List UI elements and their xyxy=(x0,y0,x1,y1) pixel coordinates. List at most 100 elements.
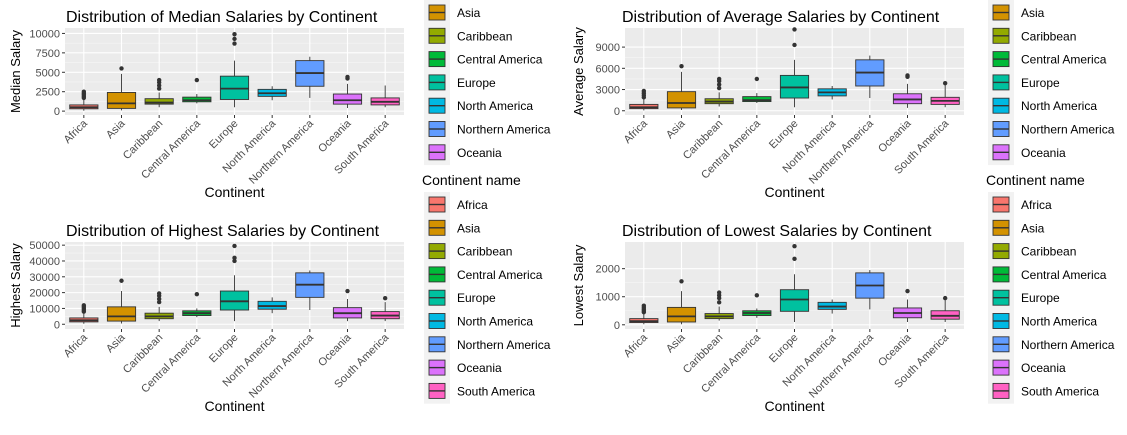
y-tick-label: 9000 xyxy=(596,42,620,54)
x-tick-label: Europe xyxy=(767,118,801,152)
outlier-point xyxy=(194,292,200,297)
outlier-point xyxy=(754,293,760,298)
x-tick-label: Northern America xyxy=(247,117,317,187)
legend-label: Europe xyxy=(1021,291,1060,305)
box-north-america xyxy=(817,86,847,100)
box-iqr xyxy=(666,306,697,323)
outlier-point xyxy=(641,303,647,308)
outlier-point xyxy=(232,243,237,249)
box-iqr xyxy=(144,98,174,105)
legend-label: Caribbean xyxy=(1021,245,1076,259)
box-caribbean xyxy=(144,291,174,322)
x-axis-title: Continent xyxy=(205,398,265,414)
y-tick-label: 0 xyxy=(54,106,60,118)
box-asia xyxy=(666,279,697,325)
legend-label: Asia xyxy=(457,221,481,235)
outlier-point xyxy=(232,255,237,261)
y-axis-title: Highest Salary xyxy=(8,243,23,328)
x-axis-title: Continent xyxy=(765,184,825,200)
outlier-point xyxy=(716,82,722,87)
y-tick-label: 0 xyxy=(54,319,60,331)
legend-label: Africa xyxy=(1021,198,1052,212)
legend-label: Northern America xyxy=(457,123,551,137)
outlier-point xyxy=(905,288,910,294)
box-africa xyxy=(629,88,659,111)
x-tick-label: Northern America xyxy=(807,331,877,401)
y-tick-label: 7500 xyxy=(36,48,60,60)
y-tick-label: 0 xyxy=(614,106,620,118)
y-tick-label: 1000 xyxy=(596,292,620,304)
outlier-point xyxy=(754,76,760,82)
y-axis-title: Median Salary xyxy=(8,29,23,113)
chart-panel-4: 0 1000 2000 Africa Asia Caribbean Central Amer… xyxy=(571,172,1115,414)
outlier-point xyxy=(156,299,162,305)
box-asia xyxy=(106,66,137,111)
y-tick-label: 2500 xyxy=(36,87,60,99)
x-tick-label: Africa xyxy=(622,331,651,360)
outlier-point xyxy=(792,27,797,32)
y-tick-label: 0 xyxy=(614,320,620,332)
box-north-america xyxy=(257,86,287,101)
outlier-point xyxy=(716,290,722,295)
box-iqr xyxy=(779,289,810,312)
outlier-point xyxy=(119,66,124,71)
box-africa xyxy=(629,303,659,325)
box-oceania xyxy=(332,74,363,109)
legend: Continent name Africa Asia Caribbean Central… xyxy=(422,172,551,404)
box-iqr xyxy=(332,93,363,105)
outlier-point xyxy=(194,77,200,83)
box-northern-america xyxy=(855,55,885,99)
legend-label: Northern America xyxy=(1021,123,1115,137)
box-central-america xyxy=(742,76,772,103)
x-tick-label: Northern America xyxy=(807,117,877,187)
outlier-point xyxy=(792,244,797,249)
legend-label: Central America xyxy=(1021,53,1107,67)
box-oceania xyxy=(892,73,923,108)
box-africa xyxy=(69,89,99,111)
legend-label: Caribbean xyxy=(457,245,512,259)
x-tick-label: Asia xyxy=(104,331,128,355)
legend-title: Continent name xyxy=(422,172,521,188)
y-tick-label: 50000 xyxy=(29,240,60,252)
outlier-point xyxy=(905,73,910,78)
outlier-point xyxy=(232,36,237,42)
legend-label: South America xyxy=(1021,384,1099,398)
box-europe xyxy=(219,32,250,108)
legend: Asia Caribbean Central America Europe North … xyxy=(988,0,1115,166)
y-tick-label: 10000 xyxy=(29,303,60,315)
x-tick-label: Asia xyxy=(104,117,128,141)
x-tick-label: Europe xyxy=(767,332,801,366)
box-central-america xyxy=(182,77,212,104)
legend-label: Central America xyxy=(457,53,543,67)
legend-label: Central America xyxy=(1021,268,1107,282)
chart-title: Distribution of Average Salaries by Cont… xyxy=(622,9,940,26)
y-tick-label: 6000 xyxy=(596,63,620,75)
legend-label: Caribbean xyxy=(1021,29,1076,43)
outlier-point xyxy=(156,86,162,91)
box-central-america xyxy=(182,292,212,318)
legend-label: Europe xyxy=(1021,76,1060,90)
legend: Asia Caribbean Central America Europe North … xyxy=(424,0,551,166)
box-caribbean xyxy=(704,76,734,107)
legend-label: Asia xyxy=(1021,6,1045,20)
outlier-point xyxy=(232,32,237,37)
outlier-point xyxy=(942,80,948,86)
box-south-america xyxy=(370,85,400,108)
legend-title: Continent name xyxy=(986,172,1085,188)
legend-label: North America xyxy=(1021,315,1097,329)
outlier-point xyxy=(156,291,162,296)
box-caribbean xyxy=(704,290,734,321)
outlier-point xyxy=(81,303,87,308)
chart-title: Distribution of Median Salaries by Conti… xyxy=(66,9,378,26)
box-iqr xyxy=(666,91,697,109)
box-europe xyxy=(779,244,810,322)
legend-label: Asia xyxy=(1021,221,1045,235)
box-asia xyxy=(666,63,697,111)
box-iqr xyxy=(742,96,772,103)
x-tick-label: Northern America xyxy=(247,331,317,401)
legend-label: Europe xyxy=(457,76,496,90)
box-north-america xyxy=(817,299,847,314)
legend: Continent name Africa Asia Caribbean Central… xyxy=(986,172,1115,404)
x-tick-label: Oceania xyxy=(876,117,914,155)
